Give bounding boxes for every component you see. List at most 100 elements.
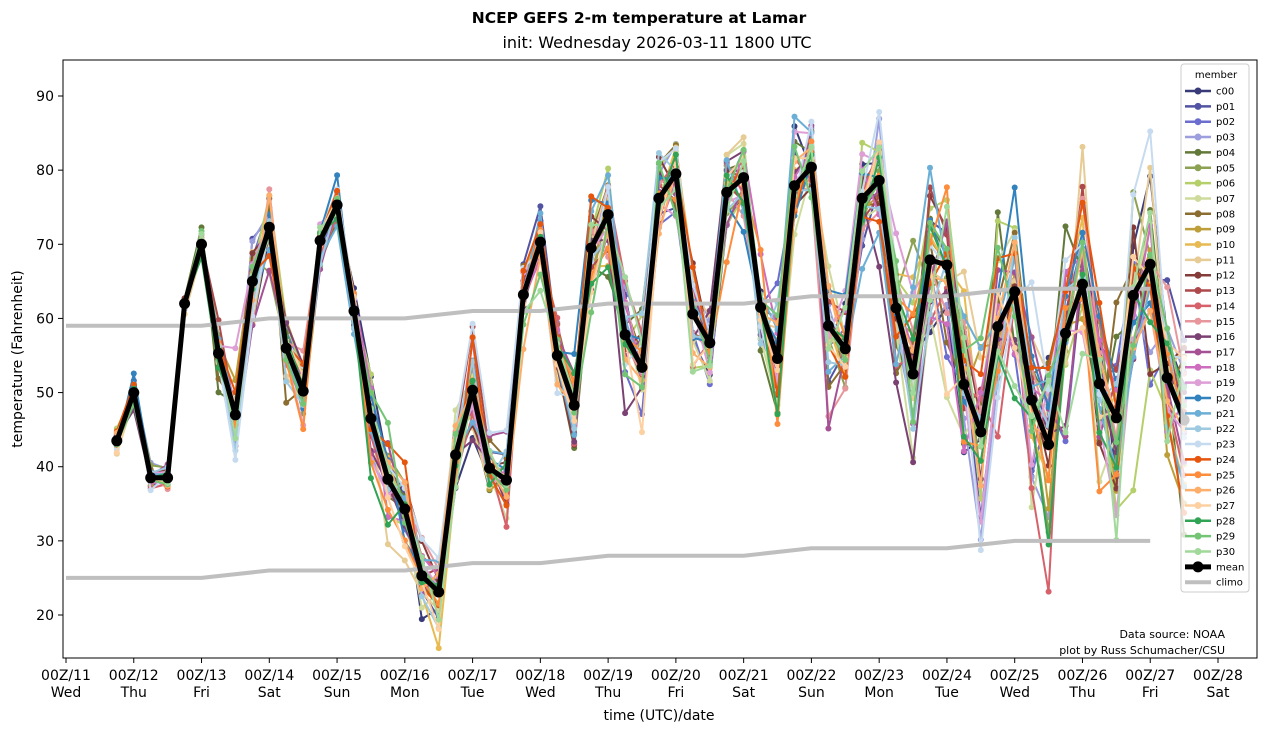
member-point <box>943 245 950 252</box>
member-point <box>418 604 425 611</box>
member-point <box>639 384 645 391</box>
legend-marker <box>1194 287 1202 295</box>
legend-label: p16 <box>1216 332 1235 343</box>
member-point <box>1079 229 1086 236</box>
member-point <box>1028 461 1035 468</box>
x-tick-label-time: 00Z/27 <box>1125 668 1175 684</box>
member-point <box>1045 372 1052 379</box>
legend-label: p26 <box>1216 486 1235 497</box>
member-point <box>774 312 781 319</box>
member-point <box>469 334 476 341</box>
member-point <box>1079 143 1086 150</box>
y-axis: 20 30 40 50 60 70 80 90 <box>36 89 63 624</box>
member-point <box>232 435 239 442</box>
member-point <box>1096 440 1103 447</box>
legend-entry-p23: p23 <box>1185 440 1235 451</box>
member-point <box>469 437 476 444</box>
member-point <box>960 448 967 455</box>
member-point <box>825 282 832 289</box>
member-point <box>503 493 510 500</box>
member-point <box>994 244 1001 251</box>
mean-point <box>602 209 614 221</box>
legend-marker <box>1194 379 1202 387</box>
mean-point <box>636 361 648 373</box>
member-point <box>1011 234 1018 241</box>
legend-label: p29 <box>1216 532 1235 543</box>
legend-label: p13 <box>1216 286 1235 297</box>
legend-marker <box>1194 256 1202 264</box>
y-axis-label: temperature (Fahrenheit) <box>10 270 26 447</box>
legend-marker <box>1194 486 1202 494</box>
legend-marker <box>1194 164 1202 172</box>
x-tick-label-time: 00Z/13 <box>177 668 227 684</box>
member-point <box>1164 277 1171 284</box>
member-point <box>757 246 764 253</box>
data-source-annotation: Data source: NOAA <box>1119 628 1225 641</box>
legend-label: p06 <box>1216 179 1235 190</box>
mean-point <box>331 199 343 211</box>
mean-point <box>856 192 868 204</box>
mean-point <box>704 337 716 349</box>
member-point <box>1062 257 1069 264</box>
member-point <box>1011 184 1018 191</box>
legend-label: p02 <box>1216 117 1235 128</box>
legend-entry-p10: p10 <box>1185 240 1235 251</box>
member-point <box>943 184 950 191</box>
member-point <box>1147 209 1154 216</box>
legend-marker <box>1194 517 1202 525</box>
member-point <box>1164 438 1171 445</box>
member-point <box>435 626 442 632</box>
legend-entry-p09: p09 <box>1185 225 1235 236</box>
member-point <box>757 347 764 354</box>
member-point <box>1164 398 1171 405</box>
mean-point <box>280 342 292 354</box>
legend-entry-p30: p30 <box>1185 547 1235 558</box>
mean-point <box>246 275 258 287</box>
member-point <box>469 419 476 426</box>
member-point <box>943 203 950 210</box>
legend-label: p28 <box>1216 516 1235 527</box>
member-point <box>503 502 510 509</box>
legend-label: p08 <box>1216 209 1235 220</box>
x-tick-label-day: Tue <box>934 685 959 701</box>
member-point <box>1147 251 1154 258</box>
member-point <box>418 593 425 600</box>
mean-point <box>145 472 157 484</box>
legend-marker <box>1194 133 1202 141</box>
member-point <box>384 419 391 426</box>
member-point <box>960 433 967 440</box>
y-tick-label: 20 <box>36 608 54 624</box>
member-point <box>672 151 679 158</box>
member-point <box>740 228 747 235</box>
member-point <box>622 410 629 417</box>
mean-point <box>196 238 207 250</box>
member-point <box>910 237 917 244</box>
member-point <box>334 187 341 194</box>
member-point <box>1096 299 1103 306</box>
x-tick-label-day: Tue <box>460 685 485 701</box>
mean-point <box>551 350 563 361</box>
x-tick-label-day: Thu <box>120 685 147 701</box>
member-point <box>1130 487 1137 494</box>
mean-point <box>941 259 953 271</box>
legend-label: p27 <box>1216 501 1235 512</box>
mean-point <box>890 302 902 314</box>
member-point <box>689 368 696 375</box>
legend-entry-p20: p20 <box>1185 394 1235 405</box>
x-tick-label-day: Fri <box>193 685 210 701</box>
member-point <box>723 172 730 179</box>
member-point <box>672 145 679 152</box>
member-point <box>706 369 713 376</box>
member-point <box>1147 128 1154 135</box>
member-point <box>1113 464 1120 471</box>
mean-point <box>162 472 174 484</box>
member-point <box>977 443 984 449</box>
member-point <box>1130 342 1137 349</box>
legend-entry-p01: p01 <box>1185 102 1235 113</box>
member-point <box>1079 325 1086 331</box>
legend-marker <box>1194 194 1202 202</box>
mean-point <box>314 235 326 247</box>
member-point <box>876 263 883 270</box>
legend-marker <box>1194 179 1202 187</box>
legend-label: p01 <box>1216 102 1235 113</box>
